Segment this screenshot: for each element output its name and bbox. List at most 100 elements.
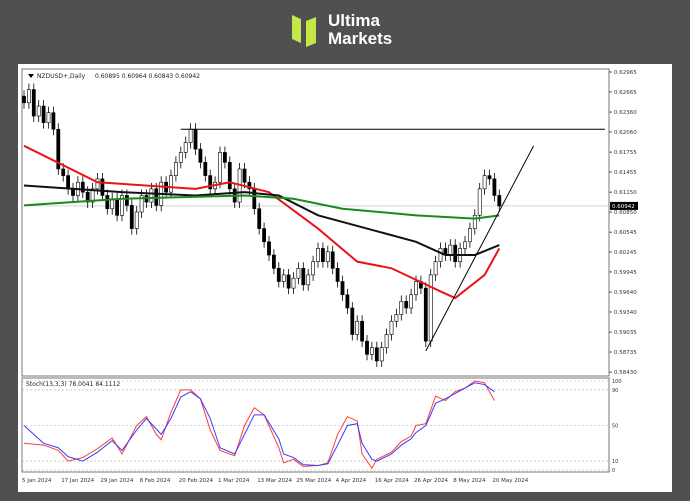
candle-body (90, 188, 95, 203)
moving-average-line (23, 184, 500, 257)
date-tick-label: 5 Jan 2024 (22, 478, 52, 484)
candle-body (120, 195, 124, 216)
price-tick-label: 0.60545 (614, 230, 637, 236)
candle-body (31, 89, 36, 117)
candle-body (311, 261, 316, 276)
candle-body (257, 208, 262, 229)
candle-body (433, 261, 438, 276)
candle-body (301, 267, 306, 286)
candle-body (286, 274, 291, 289)
date-tick-label: 29 Jan 2024 (100, 478, 133, 484)
stoch-level-label: 0 (612, 468, 615, 474)
candle-body (51, 112, 56, 130)
candle-body (472, 215, 477, 229)
stoch-k-line (23, 380, 495, 470)
candle-body (46, 112, 51, 123)
stoch-level-label: 90 (612, 388, 618, 394)
candle-body (247, 181, 252, 190)
ohlc-label: 0.60895 0.60964 0.60843 0.60942 (95, 73, 200, 80)
moving-average-line (23, 144, 501, 300)
candle-body (320, 248, 325, 262)
candle-body (262, 228, 267, 243)
candle-body (134, 211, 139, 229)
candle-body (389, 320, 394, 335)
candle-body (267, 241, 271, 256)
date-tick-label: 26 Apr 2024 (414, 478, 449, 484)
candle-body (242, 168, 247, 183)
candle-body (306, 274, 311, 286)
main-plot-frame (21, 68, 610, 377)
candle-body (227, 162, 232, 190)
candle-body (105, 195, 110, 210)
candle-body (80, 181, 85, 193)
candle-body (423, 287, 428, 342)
candle-body (374, 347, 379, 362)
candle-body (296, 267, 301, 279)
candle-body (276, 267, 281, 282)
candle-body (340, 281, 345, 296)
price-tick-label: 0.61755 (614, 150, 637, 156)
candle-body (271, 254, 276, 269)
candle-body (453, 244, 458, 262)
trendline (425, 145, 535, 352)
moving-average-line (23, 194, 500, 220)
candle-body (174, 162, 178, 176)
candle-body (95, 178, 100, 190)
last-price-label: 0.60942 (612, 204, 635, 210)
candle-body (428, 274, 433, 342)
candle-body (379, 347, 384, 362)
candle-body (467, 228, 472, 243)
candle-body (22, 95, 26, 104)
candle-body (193, 128, 198, 150)
candle-body (223, 152, 227, 163)
candle-body (316, 248, 320, 262)
candle-body (198, 148, 203, 163)
candle-body (350, 307, 355, 335)
candle-body (463, 241, 467, 249)
candle-body (188, 128, 193, 143)
collapse-arrow-icon[interactable] (28, 74, 34, 78)
candle-body (345, 294, 350, 309)
candle-body (497, 195, 502, 207)
price-tick-label: 0.60245 (614, 250, 637, 256)
candle-body (26, 89, 31, 104)
candle-body (438, 248, 443, 262)
candle-body (448, 244, 453, 256)
candle-body (66, 175, 71, 190)
price-tick-label: 0.59340 (614, 310, 637, 316)
date-tick-label: 8 May 2024 (453, 478, 486, 484)
price-tick-label: 0.62360 (614, 110, 637, 116)
stoch-d-line (23, 382, 495, 467)
price-tick-label: 0.59640 (614, 290, 637, 296)
price-tick-label: 0.62060 (614, 130, 637, 136)
date-tick-label: 4 Apr 2024 (336, 478, 367, 484)
candle-body (36, 105, 41, 117)
candle-body (100, 178, 105, 196)
stoch-level-label: 50 (612, 424, 618, 430)
date-tick-label: 16 Apr 2024 (375, 478, 410, 484)
candle-body (129, 205, 134, 229)
date-tick-label: 1 Mar 2024 (218, 478, 250, 484)
candle-body (125, 195, 129, 206)
price-tick-label: 0.59945 (614, 270, 637, 276)
candle-body (335, 267, 340, 282)
stoch-level-label: 100 (612, 379, 622, 385)
candle-body (330, 251, 335, 269)
date-tick-label: 20 Feb 2024 (179, 478, 214, 484)
candle-body (482, 175, 487, 190)
logo-line2: Markets (328, 29, 393, 48)
price-tick-label: 0.59035 (614, 330, 637, 336)
price-tick-label: 0.61150 (614, 190, 637, 196)
candle-body (61, 168, 66, 176)
candle-body (355, 320, 360, 335)
price-tick-label: 0.61455 (614, 170, 637, 176)
candle-body (281, 274, 286, 282)
date-tick-label: 8 Feb 2024 (140, 478, 171, 484)
logo-mark-icon (292, 15, 316, 47)
candle-body (325, 251, 330, 262)
candle-body (252, 188, 257, 210)
candle-body (399, 301, 404, 315)
candle-body (139, 195, 144, 213)
price-tick-label: 0.62965 (614, 70, 637, 76)
